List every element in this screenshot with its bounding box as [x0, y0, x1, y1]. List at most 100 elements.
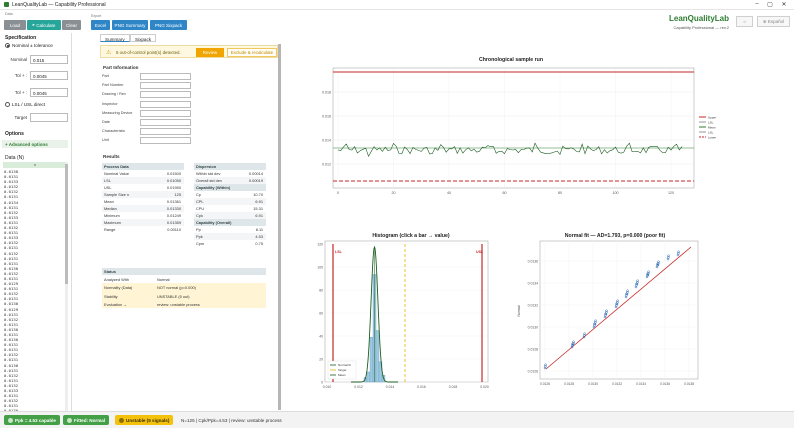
- part-info-input[interactable]: [140, 119, 191, 126]
- png-sixpack-button[interactable]: PNG Sixpack: [150, 20, 187, 30]
- data-value-row[interactable]: 0.0131: [4, 255, 19, 261]
- data-value-row[interactable]: 0.0131: [4, 393, 19, 399]
- data-value-row[interactable]: 0.0132: [4, 316, 19, 322]
- data-value-row[interactable]: 0.0131: [4, 347, 19, 353]
- data-value-row[interactable]: 0.0134: [4, 199, 19, 205]
- data-value-row[interactable]: 0.0132: [4, 209, 19, 215]
- data-value-row[interactable]: 0.0129: [4, 306, 19, 312]
- excel-button[interactable]: Excel: [91, 20, 110, 30]
- data-point: [667, 256, 670, 259]
- data-value-row[interactable]: 0.0130: [4, 362, 19, 368]
- part-info-input[interactable]: [140, 100, 191, 108]
- data-value-row[interactable]: 0.0131: [4, 377, 19, 383]
- part-info-input[interactable]: [140, 82, 191, 90]
- close-button[interactable]: ✕: [781, 2, 787, 8]
- data-value-row[interactable]: 0.0131: [4, 194, 19, 200]
- table-row: Stability UNSTABLE (5 out): [102, 291, 266, 300]
- part-info-input[interactable]: [140, 137, 191, 145]
- data-value-row[interactable]: 0.0138: [4, 169, 19, 174]
- data-value-row[interactable]: 0.0131: [4, 296, 19, 302]
- data-value-row[interactable]: 0.0131: [4, 367, 19, 373]
- data-value-row[interactable]: 0.0129: [4, 281, 19, 287]
- tol-minus-label: Tol + :: [14, 90, 27, 95]
- language-button[interactable]: ⊕ Español: [757, 16, 790, 27]
- y-tick-label: 0.012: [322, 163, 331, 167]
- radio-nominal-tolerance[interactable]: Nominal ± tolerance: [5, 43, 53, 48]
- part-info-input[interactable]: [140, 73, 191, 80]
- calculate-button[interactable]: ▸ Calculate: [27, 20, 61, 30]
- tol-plus-input[interactable]: 0.0045: [30, 71, 68, 80]
- row-key: Ppk: [196, 234, 203, 240]
- clear-button[interactable]: Clear: [62, 20, 81, 30]
- data-point: [647, 272, 650, 275]
- y-axis-label: Normal: [517, 305, 521, 316]
- legend-label: LSL: [708, 130, 714, 134]
- data-list[interactable]: 0.0138 0.0131 0.0133 0.0132 0.0132 0.0131 0.01…: [4, 169, 64, 411]
- review-button[interactable]: Review: [196, 47, 224, 57]
- advanced-options-toggle[interactable]: + Advanced options: [2, 140, 68, 148]
- histogram-bar: [375, 330, 380, 383]
- data-value-row[interactable]: 0.0131: [4, 204, 19, 210]
- data-value-row[interactable]: 0.0131: [4, 357, 19, 363]
- nominal-input[interactable]: 0.015: [30, 55, 68, 64]
- data-value-row[interactable]: 0.0132: [4, 291, 19, 297]
- exclude-recalc-button[interactable]: Exclude & recalculate: [227, 47, 277, 57]
- data-value-row[interactable]: 0.0131: [4, 245, 19, 251]
- part-info-input[interactable]: [140, 109, 191, 117]
- data-value-row[interactable]: 0.0132: [4, 189, 19, 195]
- tab-sixpack[interactable]: Sixpack: [130, 34, 157, 42]
- data-value-row[interactable]: 0.0130: [4, 265, 19, 271]
- load-button[interactable]: Load: [4, 20, 26, 30]
- data-value-row[interactable]: 0.0131: [4, 332, 19, 337]
- data-value-row[interactable]: 0.0131: [4, 260, 19, 266]
- status-header: Status: [102, 268, 266, 275]
- data-value-row[interactable]: 0.0132: [4, 372, 19, 378]
- maximize-button[interactable]: ▢: [767, 2, 773, 8]
- tol-minus-input[interactable]: 0.0045: [30, 88, 68, 97]
- data-value-row[interactable]: 0.0133: [4, 235, 19, 241]
- data-value-row[interactable]: 0.0131: [4, 230, 19, 236]
- data-value-row[interactable]: 0.0131: [4, 286, 19, 292]
- row-key: Mean: [104, 199, 114, 205]
- data-value-row[interactable]: 0.0130: [4, 337, 19, 343]
- theme-toggle-button[interactable]: ☼: [736, 16, 753, 27]
- data-value-row[interactable]: 0.0131: [4, 219, 19, 225]
- data-value-row[interactable]: 0.0132: [4, 398, 19, 404]
- data-value-row[interactable]: 0.0131: [4, 342, 19, 348]
- data-value-row[interactable]: 0.0132: [4, 240, 19, 246]
- data-value-row[interactable]: 0.0131: [4, 403, 19, 409]
- row-value: 0.00110: [167, 227, 181, 233]
- data-value-row[interactable]: 0.0132: [4, 225, 19, 231]
- data-value-row[interactable]: 0.0133: [4, 179, 19, 185]
- y-tick-label: 100: [317, 265, 323, 269]
- data-value-row[interactable]: 0.0130: [4, 408, 19, 411]
- minimize-button[interactable]: –: [755, 1, 759, 7]
- data-value-row[interactable]: 0.0132: [4, 352, 19, 358]
- data-value-row[interactable]: 0.0131: [4, 174, 19, 180]
- data-value-row[interactable]: 0.0132: [4, 270, 19, 276]
- data-value-row[interactable]: 0.0132: [4, 382, 19, 388]
- data-value-row[interactable]: 0.0133: [4, 388, 19, 394]
- center-scrollbar[interactable]: [278, 44, 281, 410]
- target-input[interactable]: [30, 113, 68, 122]
- data-value-row[interactable]: 0.0131: [4, 321, 19, 327]
- histogram-chart[interactable]: Histogram (click a bar → value) 120 100 80…: [306, 229, 496, 397]
- part-info-input[interactable]: [140, 128, 191, 136]
- data-value-row[interactable]: 0.0130: [4, 326, 19, 332]
- data-value-row[interactable]: 0.0131: [4, 275, 19, 281]
- data-value-row[interactable]: 0.0132: [4, 250, 19, 256]
- row-value: 6.91: [255, 199, 263, 205]
- radio-lsl-usl[interactable]: LSL / USL direct: [5, 102, 45, 107]
- data-value-row[interactable]: 0.0130: [4, 301, 19, 307]
- data-point: [543, 366, 547, 370]
- fitted-status-text: Fitted: Normal: [74, 417, 106, 423]
- data-value-row[interactable]: 0.0133: [4, 214, 19, 220]
- data-title: Data (N): [5, 155, 24, 161]
- legend-label: Normal fit: [338, 363, 351, 367]
- data-scrollbar[interactable]: [65, 162, 68, 411]
- png-summary-button[interactable]: PNG Summary: [112, 20, 148, 30]
- tab-summary[interactable]: Summary: [100, 34, 130, 42]
- part-info-input[interactable]: [140, 91, 191, 99]
- data-value-row[interactable]: 0.0131: [4, 311, 19, 317]
- data-value-row[interactable]: 0.0132: [4, 184, 19, 190]
